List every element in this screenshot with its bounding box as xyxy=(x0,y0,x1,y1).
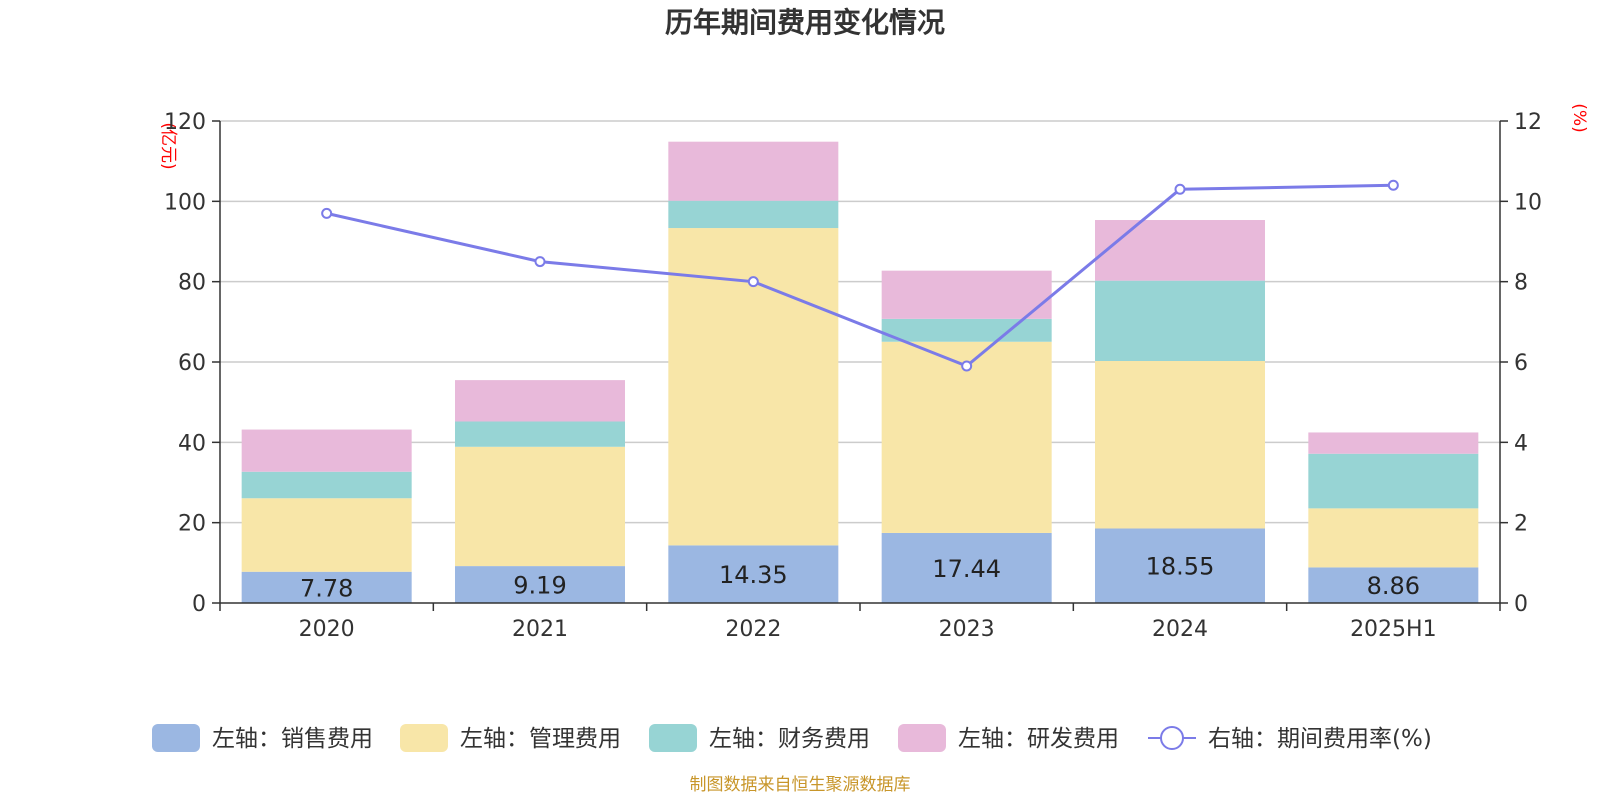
x-tick-label: 2022 xyxy=(725,617,781,642)
legend-label: 左轴：管理费用 xyxy=(460,726,621,752)
rate-point xyxy=(1387,179,1399,191)
left-tick-label: 120 xyxy=(164,110,206,135)
axes: 0 20 40 60 80 100 120 0 2 4 6 8 10 12 2020 2021 2022 2023… xyxy=(164,110,1542,642)
legend-label: 右轴：期间费用率(%) xyxy=(1208,726,1432,752)
bar-segment xyxy=(455,566,625,603)
bar-data-label: 18.55 xyxy=(1146,553,1215,581)
legend-swatch xyxy=(152,724,200,752)
bar-data-label: 9.19 xyxy=(513,572,566,600)
right-tick-label: 12 xyxy=(1514,110,1542,135)
bar-segment xyxy=(1095,220,1265,281)
grid-lines xyxy=(220,120,1500,524)
legend-swatch xyxy=(400,724,448,752)
legend-label: 左轴：销售费用 xyxy=(212,726,373,752)
bar-segment xyxy=(668,141,839,201)
bar-segment xyxy=(455,421,625,447)
legend-swatch xyxy=(649,724,697,752)
bar-segment xyxy=(455,446,625,567)
left-axis-unit: (亿元) xyxy=(158,122,178,169)
legend-label: 左轴：研发费用 xyxy=(958,726,1119,752)
left-tick-label: 40 xyxy=(178,431,206,456)
legend: 左轴：销售费用 左轴：管理费用 左轴：财务费用 左轴：研发费用 右轴：期间费用率(%) xyxy=(152,724,1432,752)
right-tick-label: 4 xyxy=(1514,431,1528,456)
bar-segment xyxy=(241,471,412,499)
bar-segment xyxy=(241,429,412,472)
rate-line xyxy=(321,179,1399,372)
bar-data-label: 17.44 xyxy=(932,555,1001,583)
left-tick-label: 80 xyxy=(178,271,206,296)
rate-point xyxy=(321,207,333,219)
bar-data-label: 7.78 xyxy=(300,574,353,602)
bar-data-label: 14.35 xyxy=(719,561,788,589)
bar-data-label: 8.86 xyxy=(1367,572,1420,600)
bar-segment xyxy=(668,200,839,229)
x-tick-label: 2020 xyxy=(299,617,355,642)
left-tick-label: 20 xyxy=(178,512,206,537)
right-axis-unit: (%) xyxy=(1569,103,1589,132)
x-tick-label: 2025H1 xyxy=(1350,617,1437,642)
bar-segment xyxy=(881,532,1052,603)
right-tick-label: 8 xyxy=(1514,271,1528,296)
bar-segment xyxy=(1095,528,1265,603)
x-tick-label: 2024 xyxy=(1152,617,1208,642)
source-note: 制图数据来自恒生聚源数据库 xyxy=(690,775,911,795)
left-tick-label: 60 xyxy=(178,351,206,376)
legend-label: 左轴：财务费用 xyxy=(709,726,870,752)
bar-segment xyxy=(668,545,839,603)
right-tick-label: 6 xyxy=(1514,351,1528,376)
legend-marker xyxy=(1160,726,1184,750)
right-tick-label: 2 xyxy=(1514,512,1528,537)
left-tick-label: 0 xyxy=(192,592,206,617)
bars: 7.78 9.19 14.35 17.44 18.55 8.86 xyxy=(241,141,1479,603)
bar-segment xyxy=(1095,360,1265,529)
bar-segment xyxy=(1308,453,1479,509)
right-tick-label: 0 xyxy=(1514,592,1528,617)
bar-segment xyxy=(1308,432,1479,454)
bar-segment xyxy=(1095,280,1265,361)
chart-title: 历年期间费用变化情况 xyxy=(665,6,945,39)
bar-segment xyxy=(241,498,412,572)
bar-segment xyxy=(1308,567,1479,603)
rate-point xyxy=(534,256,546,268)
bar-segment xyxy=(881,341,1052,533)
right-tick-label: 10 xyxy=(1514,190,1542,215)
rate-point xyxy=(1174,183,1186,195)
legend-swatch xyxy=(898,724,946,752)
rate-point xyxy=(961,360,973,372)
bar-segment xyxy=(241,571,412,603)
bar-segment xyxy=(881,318,1052,342)
bar-segment xyxy=(455,380,625,422)
rate-line-path xyxy=(326,183,1394,368)
x-tick-label: 2021 xyxy=(512,617,568,642)
bar-segment xyxy=(881,270,1052,319)
rate-point xyxy=(747,276,759,288)
left-tick-label: 100 xyxy=(164,190,206,215)
bar-segment xyxy=(1308,508,1479,568)
x-tick-label: 2023 xyxy=(939,617,995,642)
